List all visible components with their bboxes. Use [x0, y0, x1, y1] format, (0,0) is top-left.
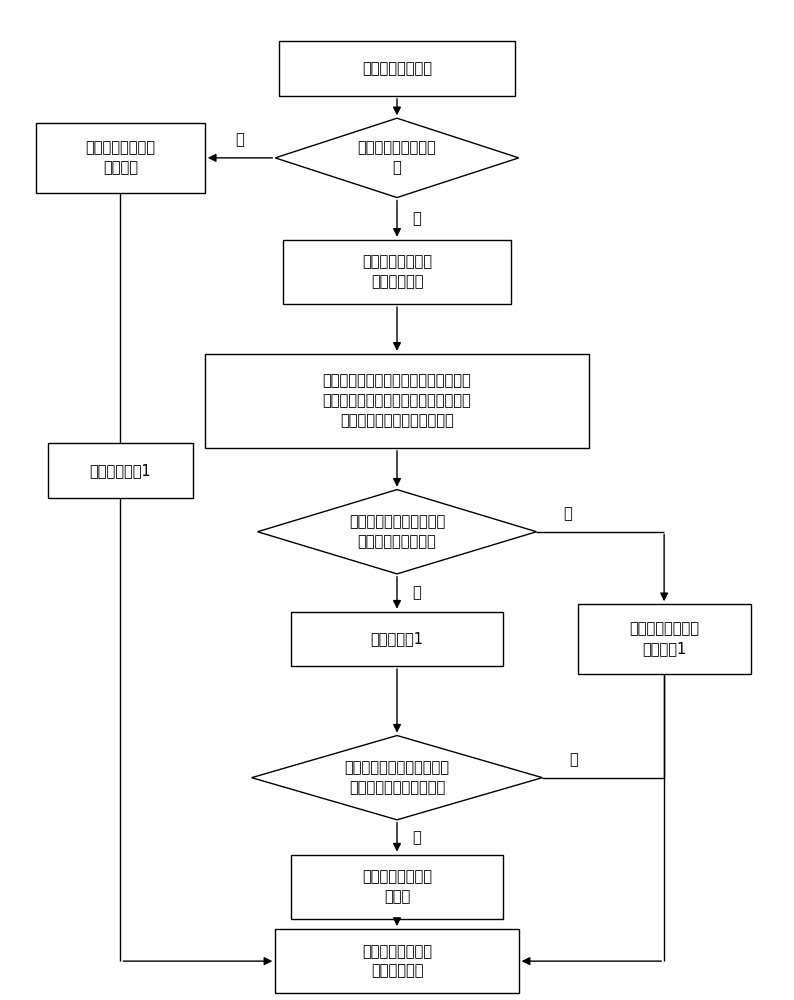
Text: 是: 是: [569, 752, 578, 767]
Text: 将获取的告警信息的告警发生时间与同
类告警信息的折叠结束时间的间隔时间
之差与最低折叠间隔时间对比: 将获取的告警信息的告警发生时间与同 类告警信息的折叠结束时间的间隔时间 之差与最…: [322, 374, 472, 428]
Text: 是否是第一次折叠计
算: 是否是第一次折叠计 算: [357, 140, 437, 175]
Text: 获取新的告警信息: 获取新的告警信息: [362, 61, 432, 76]
Polygon shape: [252, 736, 542, 820]
FancyBboxPatch shape: [205, 354, 589, 448]
Text: 判断同类告警信息的折叠次
数是否大于最少折叠次数: 判断同类告警信息的折叠次 数是否大于最少折叠次数: [345, 760, 449, 795]
FancyBboxPatch shape: [578, 604, 750, 674]
Text: 在数据列表中新建
一条信息: 在数据列表中新建 一条信息: [86, 140, 156, 175]
Text: 判断间隔时间之差是否小
于最低折叠间隔时间: 判断间隔时间之差是否小 于最低折叠间隔时间: [349, 514, 445, 549]
FancyBboxPatch shape: [48, 443, 193, 498]
Text: 否: 否: [412, 830, 421, 845]
Text: 否: 否: [564, 506, 572, 521]
Text: 是: 是: [412, 585, 421, 600]
Text: 改变折叠次数和折
叠类型: 改变折叠次数和折 叠类型: [362, 869, 432, 904]
FancyBboxPatch shape: [283, 240, 511, 304]
Text: 将告警信息的折叠
次数改为1: 将告警信息的折叠 次数改为1: [629, 621, 700, 656]
Polygon shape: [257, 490, 537, 574]
Text: 是: 是: [236, 133, 245, 148]
Text: 否: 否: [412, 211, 421, 226]
Text: 折叠次数加1: 折叠次数加1: [371, 631, 423, 646]
Text: 将告警信息发送到
实时告警窗口: 将告警信息发送到 实时告警窗口: [362, 944, 432, 979]
Text: 在数据列表中找到
同类告警信息: 在数据列表中找到 同类告警信息: [362, 255, 432, 289]
Text: 折叠次数改为1: 折叠次数改为1: [90, 463, 152, 478]
Polygon shape: [276, 118, 518, 198]
FancyBboxPatch shape: [276, 929, 518, 993]
FancyBboxPatch shape: [279, 41, 515, 96]
FancyBboxPatch shape: [36, 123, 205, 193]
FancyBboxPatch shape: [291, 612, 503, 666]
FancyBboxPatch shape: [291, 855, 503, 919]
